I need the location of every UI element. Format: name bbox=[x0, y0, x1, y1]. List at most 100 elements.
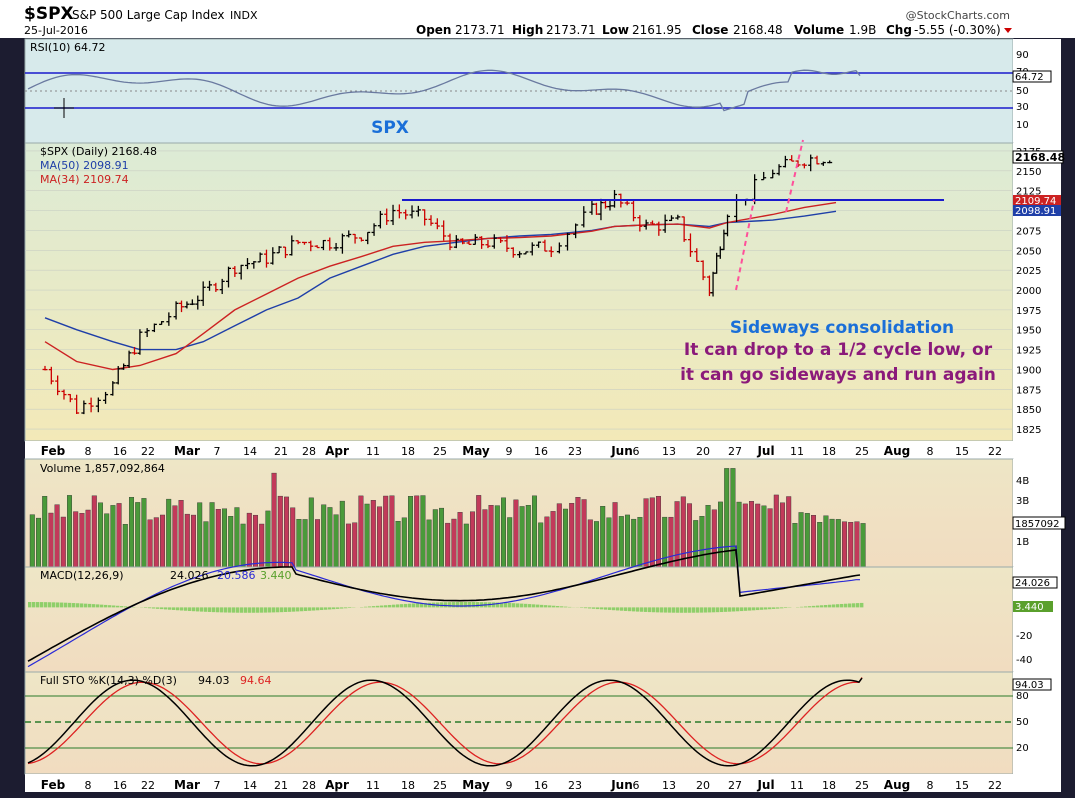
sto-k-value: 94.03 bbox=[198, 674, 230, 687]
annotation-line-1: It can drop to a 1/2 cycle low, or bbox=[684, 340, 993, 360]
volume-bar bbox=[724, 468, 730, 568]
macd-hist-bar bbox=[808, 606, 812, 608]
macd-hist-bar bbox=[784, 607, 788, 609]
volume-bar bbox=[625, 514, 631, 568]
volume-value: 1.9B bbox=[849, 23, 876, 37]
volume-bar bbox=[116, 503, 122, 568]
volume-bar bbox=[221, 508, 227, 568]
volume-bar bbox=[104, 513, 110, 568]
macd-hist-bar bbox=[552, 605, 556, 608]
price-axis-ticks: 2175215021252100207520502025200019751950… bbox=[1016, 147, 1041, 436]
macd-hist-bar bbox=[168, 607, 172, 610]
volume-bar bbox=[259, 523, 265, 568]
date-tick: 25 bbox=[855, 445, 869, 458]
price-legend-ma34: MA(34) 2109.74 bbox=[40, 173, 129, 186]
macd-hist-bar bbox=[860, 602, 864, 608]
date-tick: 23 bbox=[568, 445, 582, 458]
date-tick: 18 bbox=[822, 779, 836, 792]
macd-hist-bar bbox=[764, 607, 768, 610]
macd-hist-bar bbox=[840, 603, 844, 608]
volume-bar bbox=[755, 503, 761, 568]
macd-hist-bar bbox=[260, 607, 264, 613]
volume-bar bbox=[370, 500, 376, 568]
macd-hist-bar bbox=[172, 607, 176, 610]
macd-hist-bar bbox=[512, 603, 516, 608]
volume-bar bbox=[252, 514, 258, 568]
macd-panel: MACD(12,26,9) 24.026 20.586 3.440 24.026… bbox=[24, 545, 1061, 673]
volume-bar bbox=[513, 499, 519, 568]
macd-hist-bar bbox=[704, 607, 708, 613]
macd-hist-bar bbox=[772, 607, 776, 609]
date-tick: 15 bbox=[955, 779, 969, 792]
date-tick: Jun bbox=[610, 444, 633, 458]
last-close-label: 2168.48 bbox=[1015, 151, 1065, 164]
macd-hist-bar bbox=[392, 604, 396, 608]
volume-bar bbox=[91, 495, 97, 568]
volume-bar bbox=[432, 509, 438, 568]
volume-bar bbox=[172, 505, 178, 568]
macd-hist-bar bbox=[520, 603, 524, 608]
macd-hist-bar bbox=[452, 602, 456, 608]
macd-hist-bar bbox=[544, 605, 548, 608]
macd-hist-bar bbox=[336, 607, 340, 609]
volume-bar bbox=[439, 507, 445, 568]
macd-hist-bar bbox=[212, 607, 216, 613]
macd-hist-bar bbox=[44, 602, 48, 608]
volume-bars bbox=[29, 468, 866, 568]
macd-hist-label: 3.440 bbox=[1015, 602, 1044, 613]
ma34-line bbox=[44, 201, 837, 371]
volume-bar bbox=[389, 495, 395, 568]
volume-bar bbox=[668, 516, 674, 568]
macd-tick-neg40: -40 bbox=[1016, 655, 1032, 666]
price-axis-bg bbox=[1013, 143, 1061, 441]
date-tick: Jul bbox=[756, 778, 774, 792]
date-tick: 7 bbox=[214, 779, 221, 792]
macd-hist-bar bbox=[64, 602, 68, 608]
chg-value: -5.55 (-0.30%) bbox=[914, 23, 1001, 37]
macd-hist-value: 3.440 bbox=[260, 569, 292, 582]
volume-bar bbox=[606, 517, 612, 568]
macd-hist-bar bbox=[180, 607, 184, 611]
volume-bar bbox=[804, 513, 810, 568]
macd-hist-bar bbox=[316, 607, 320, 611]
macd-hist-bar bbox=[556, 606, 560, 608]
volume-panel: Volume 1,857,092,864 4B 3B 1B 1857092 bbox=[24, 458, 1066, 568]
low-value: 2161.95 bbox=[632, 23, 682, 37]
macd-hist-bar bbox=[364, 606, 368, 608]
macd-hist-bar bbox=[380, 605, 384, 608]
volume-bar bbox=[730, 468, 736, 568]
date-tick: 6 bbox=[633, 445, 640, 458]
macd-hist-bar bbox=[724, 607, 728, 612]
macd-hist-bar bbox=[460, 602, 464, 608]
macd-hist-bar bbox=[396, 604, 400, 608]
macd-hist-bar bbox=[760, 607, 764, 610]
volume-bar bbox=[308, 497, 314, 568]
date-tick: 22 bbox=[988, 445, 1002, 458]
pink-trendline-1 bbox=[735, 199, 755, 291]
volume-bar bbox=[184, 513, 190, 568]
macd-hist-bar bbox=[672, 607, 676, 613]
volume-bar bbox=[147, 519, 153, 568]
vol-last-box bbox=[1012, 516, 1066, 530]
price-tick: 2075 bbox=[1016, 226, 1041, 237]
macd-hist-bar bbox=[48, 602, 52, 608]
macd-hist-bar bbox=[96, 604, 100, 608]
date-tick: Apr bbox=[325, 778, 349, 792]
volume-bar bbox=[829, 518, 835, 568]
date-tick: 13 bbox=[662, 445, 676, 458]
volume-bar bbox=[569, 503, 575, 568]
volume-bar bbox=[333, 514, 339, 568]
crosshair-icon bbox=[54, 98, 74, 118]
volume-bar bbox=[271, 472, 277, 568]
macd-hist-bar bbox=[144, 607, 148, 608]
volume-bar bbox=[532, 495, 538, 568]
macd-hist-bar bbox=[280, 607, 284, 613]
macd-hist-bar bbox=[528, 604, 532, 608]
sto-last-label: 94.03 bbox=[1015, 680, 1044, 691]
macd-hist-bar bbox=[148, 607, 152, 609]
date-tick: Jul bbox=[756, 444, 774, 458]
rsi-tick-90: 90 bbox=[1016, 50, 1029, 61]
volume-bar bbox=[556, 503, 562, 568]
volume-bar bbox=[166, 498, 172, 568]
